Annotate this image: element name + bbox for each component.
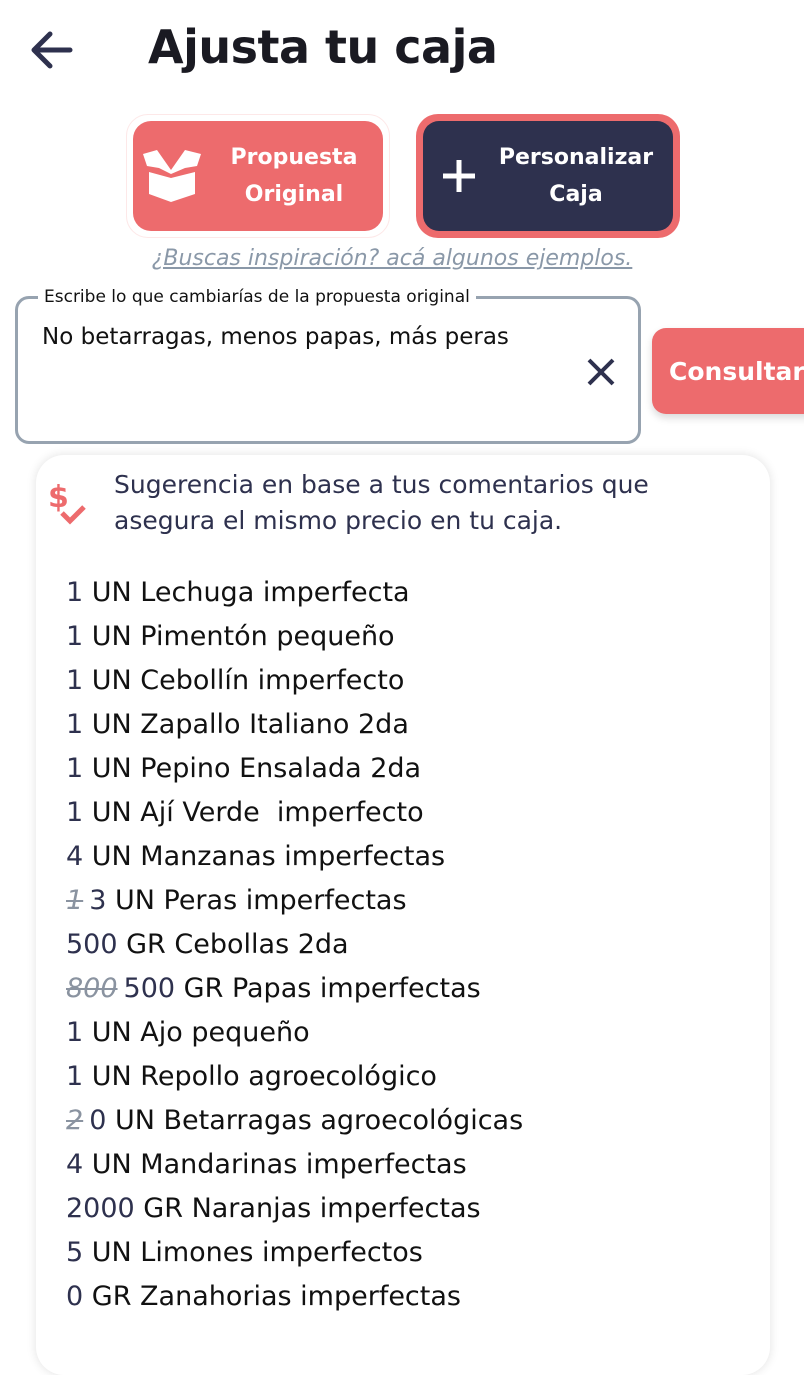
item-quantity: 4 — [66, 1149, 84, 1180]
item-quantity: 1 — [66, 577, 84, 608]
item-name: UN Pimentón pequeño — [83, 621, 395, 652]
svg-text:$: $ — [48, 480, 69, 515]
list-item: 1 UN Ají Verde imperfecto — [66, 795, 523, 839]
item-name: UN Zapallo Italiano 2da — [83, 709, 409, 740]
item-quantity: 1 — [66, 621, 84, 652]
tab-label-line2: Caja — [549, 182, 603, 207]
item-name: UN Pepino Ensalada 2da — [83, 753, 422, 784]
item-name: UN Cebollín imperfecto — [83, 665, 405, 696]
close-icon[interactable] — [584, 355, 618, 389]
item-quantity: 3 — [89, 885, 107, 916]
item-quantity: 4 — [66, 841, 84, 872]
price-check-icon: $ — [48, 480, 86, 525]
list-item: 1 UN Cebollín imperfecto — [66, 663, 523, 707]
list-item: 1 UN Ajo pequeño — [66, 1015, 523, 1059]
item-name: UN Limones imperfectos — [83, 1237, 423, 1268]
item-quantity: 5 — [66, 1237, 84, 1268]
tab-personalizar-caja[interactable]: Personalizar Caja — [416, 114, 680, 238]
item-name: UN Repollo agroecológico — [83, 1061, 437, 1092]
arrow-left-icon — [31, 31, 73, 69]
item-list: 1 UN Lechuga imperfecta 1 UN Pimentón peq… — [66, 575, 523, 1323]
consult-button[interactable]: Consultar — [652, 328, 804, 414]
list-item: 0 GR Zanahorias imperfectas — [66, 1279, 523, 1323]
list-item: 1 UN Repollo agroecológico — [66, 1059, 523, 1103]
list-item: 4 UN Manzanas imperfectas — [66, 839, 523, 883]
item-name: UN Ajo pequeño — [83, 1017, 310, 1048]
item-quantity: 0 — [66, 1281, 84, 1312]
suggestion-card: $ Sugerencia en base a tus comentarios q… — [36, 455, 770, 1375]
item-quantity: 1 — [66, 797, 84, 828]
changes-input[interactable]: Escribe lo que cambiarías de la propuest… — [15, 287, 641, 444]
page-title: Ajusta tu caja — [148, 20, 498, 74]
tab-label-line1: Personalizar — [498, 145, 654, 170]
open-box-icon — [143, 150, 201, 202]
item-quantity: 1 — [66, 753, 84, 784]
item-name: UN Betarragas agroecológicas — [106, 1105, 524, 1136]
previous-quantity: 800 — [66, 973, 118, 1004]
list-item: 5 UN Limones imperfectos — [66, 1235, 523, 1279]
list-item: 2000 GR Naranjas imperfectas — [66, 1191, 523, 1235]
list-item: 1 UN Lechuga imperfecta — [66, 575, 523, 619]
item-quantity: 2000 — [66, 1193, 135, 1224]
list-item: 1 UN Pimentón pequeño — [66, 619, 523, 663]
tab-label-line1: Propuesta — [230, 145, 358, 170]
item-name: UN Mandarinas imperfectas — [83, 1149, 467, 1180]
item-name: GR Cebollas 2da — [117, 929, 349, 960]
item-quantity: 1 — [66, 1061, 84, 1092]
item-name: GR Papas imperfectas — [175, 973, 481, 1004]
tab-label-line2: Original — [244, 182, 344, 207]
item-quantity: 1 — [66, 1017, 84, 1048]
list-item: 500 GR Cebollas 2da — [66, 927, 523, 971]
item-quantity: 1 — [66, 665, 84, 696]
list-item: 800 500 GR Papas imperfectas — [66, 971, 523, 1015]
changes-input-value[interactable]: No betarragas, menos papas, más peras — [42, 324, 509, 350]
changes-input-label: Escribe lo que cambiarías de la propuest… — [38, 287, 476, 307]
item-name: GR Zanahorias imperfectas — [83, 1281, 461, 1312]
inspiration-link[interactable]: ¿Buscas inspiración? acá algunos ejemplo… — [151, 246, 633, 271]
item-name: UN Ají Verde imperfecto — [83, 797, 424, 828]
suggestion-text: Sugerencia en base a tus comentarios que… — [114, 470, 649, 535]
item-quantity: 1 — [66, 709, 84, 740]
item-quantity: 500 — [66, 929, 118, 960]
item-name: UN Manzanas imperfectas — [83, 841, 446, 872]
list-item: 1 UN Zapallo Italiano 2da — [66, 707, 523, 751]
item-name: GR Naranjas imperfectas — [134, 1193, 481, 1224]
item-name: UN Peras imperfectas — [106, 885, 407, 916]
tab-propuesta-original[interactable]: Propuesta Original — [126, 114, 390, 238]
back-button[interactable] — [30, 30, 74, 70]
previous-quantity: 2 — [66, 1105, 84, 1136]
plus-icon — [443, 160, 475, 192]
previous-quantity: 1 — [66, 885, 84, 916]
item-quantity: 500 — [123, 973, 176, 1004]
item-name: UN Lechuga imperfecta — [83, 577, 410, 608]
list-item: 4 UN Mandarinas imperfectas — [66, 1147, 523, 1191]
list-item: 1 UN Pepino Ensalada 2da — [66, 751, 523, 795]
item-quantity: 0 — [89, 1105, 107, 1136]
